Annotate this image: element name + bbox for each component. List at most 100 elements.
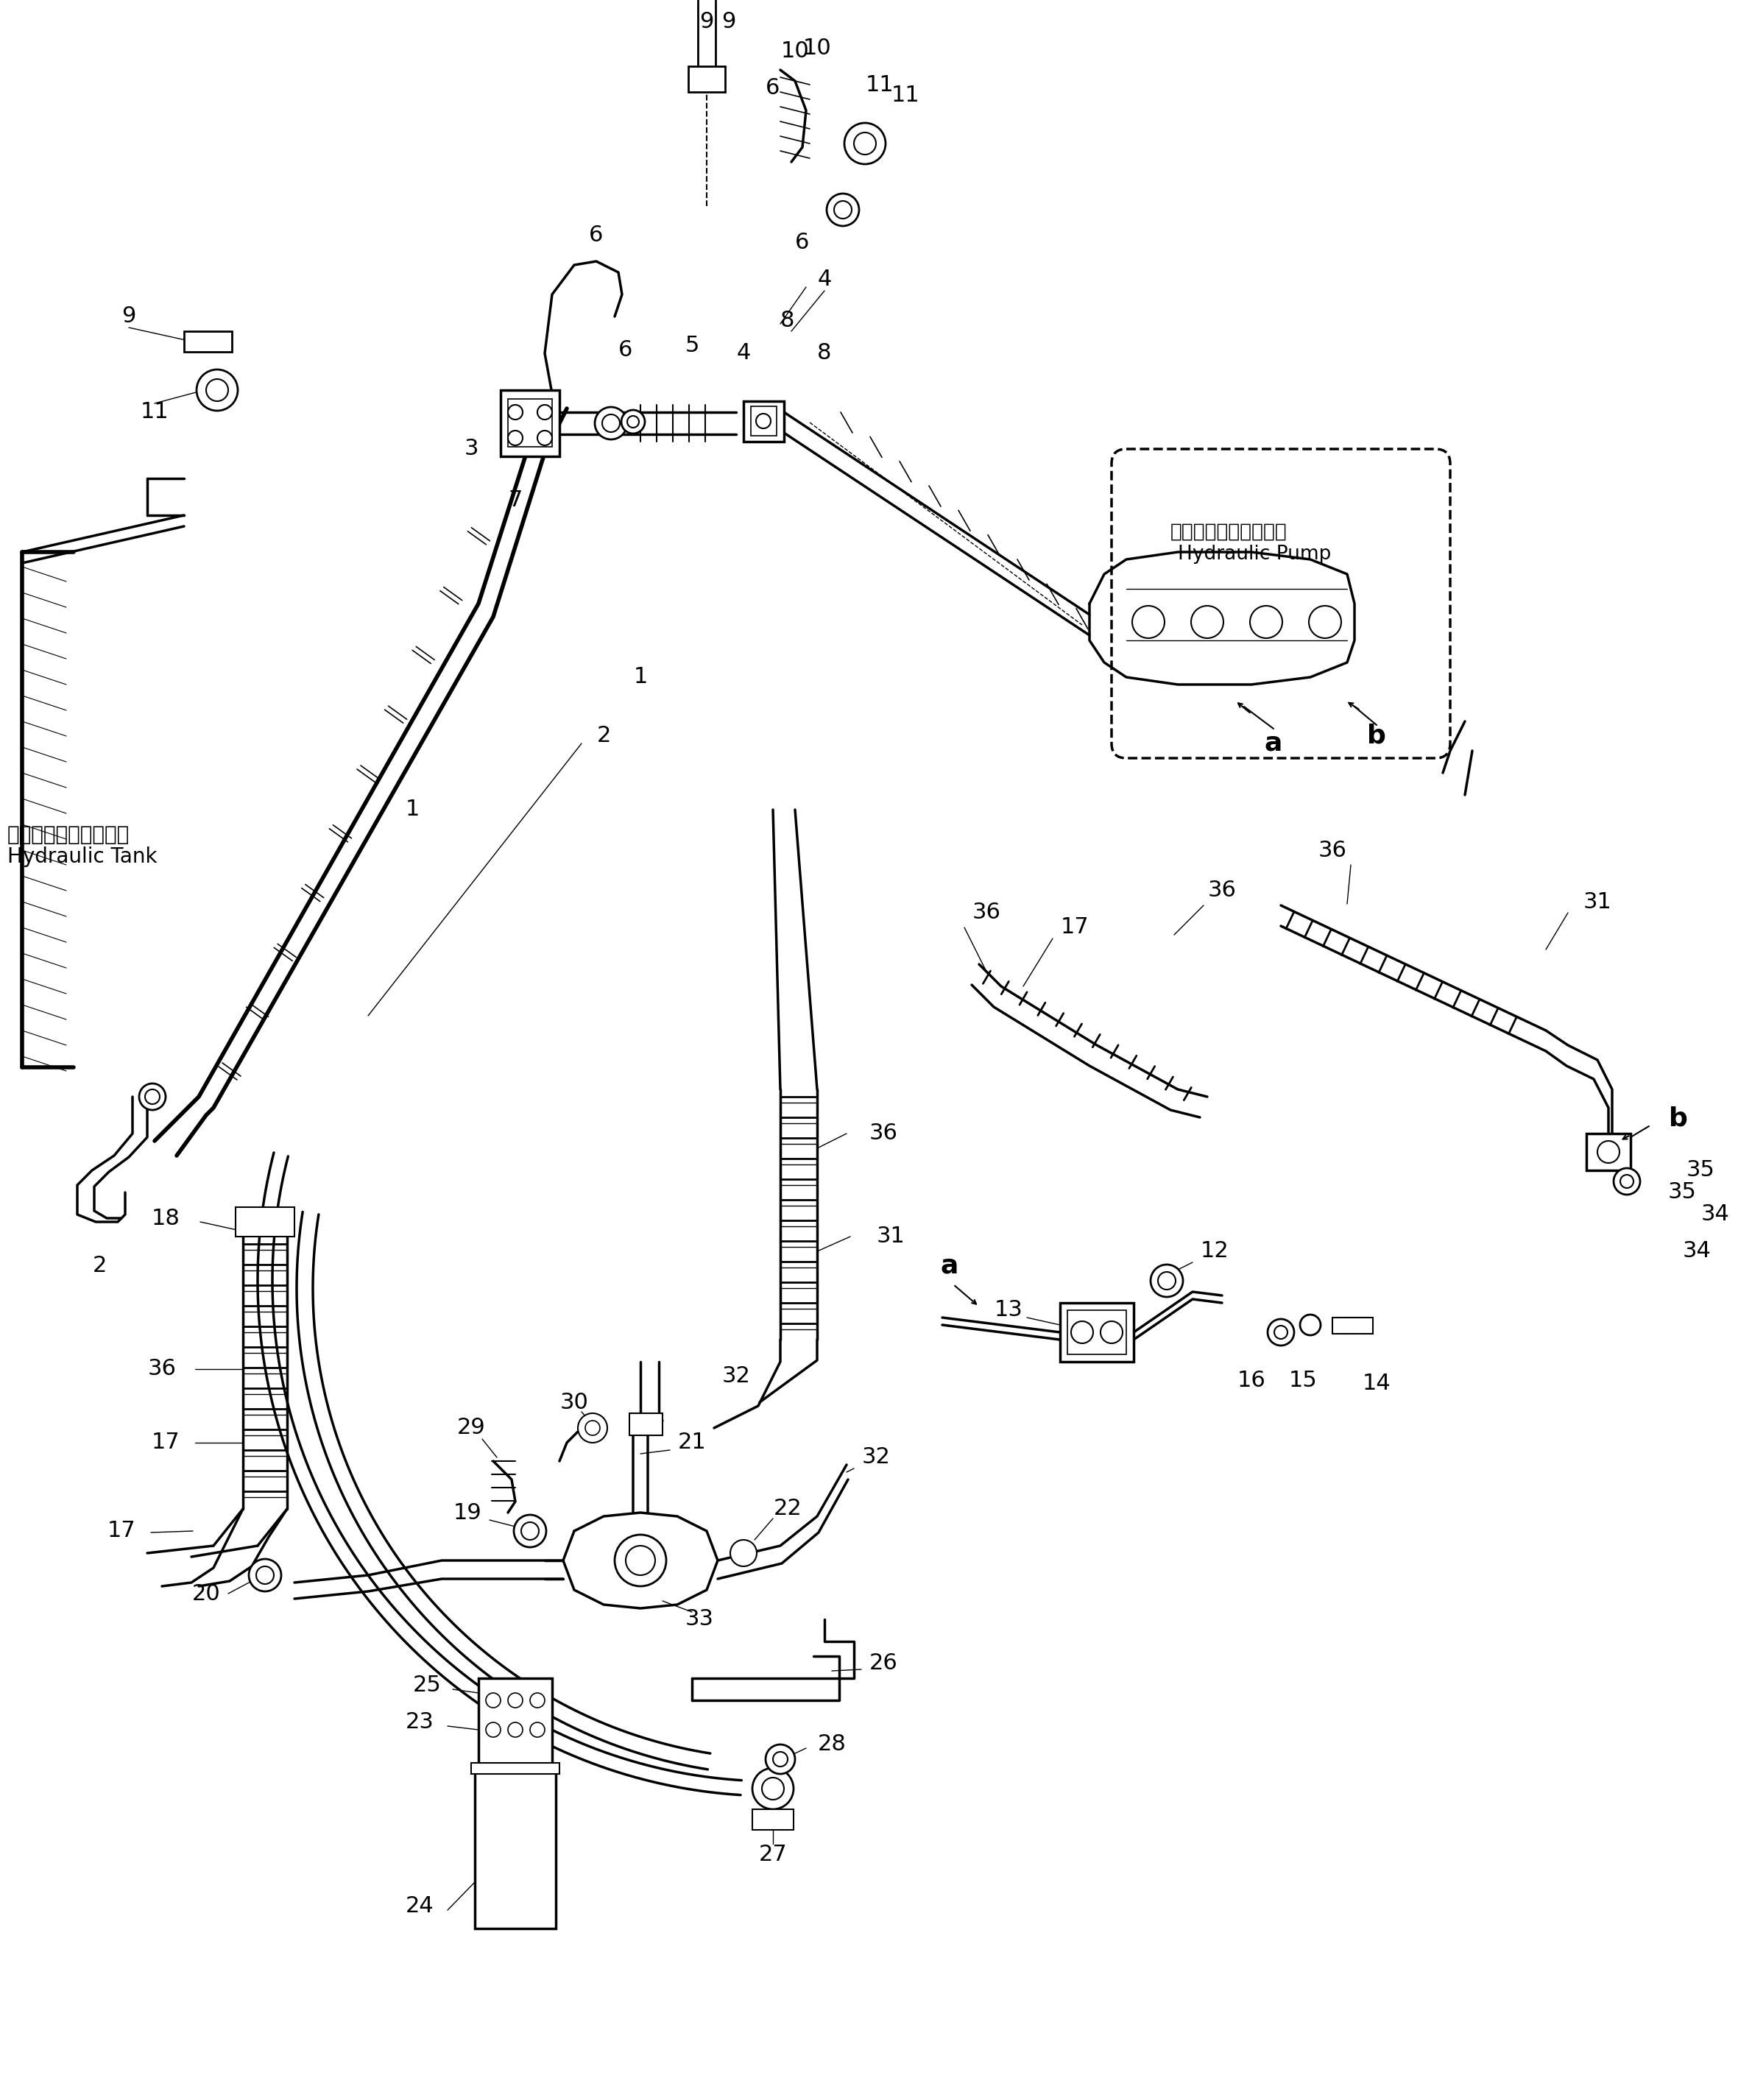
Text: Hydraulic Tank: Hydraulic Tank [7,846,158,867]
Circle shape [585,1420,599,1434]
Bar [501,391,559,456]
Circle shape [1158,1273,1176,1289]
Circle shape [531,1722,545,1737]
Text: 33: 33 [685,1609,713,1630]
Text: 17: 17 [1060,918,1090,939]
Text: 11: 11 [892,84,920,107]
Text: 11: 11 [140,401,168,422]
Text: ハイドロリックポンプ: ハイドロリックポンプ [1170,523,1288,542]
Circle shape [1100,1321,1123,1344]
Circle shape [1151,1264,1183,1298]
Text: 6: 6 [795,233,809,254]
Circle shape [138,1084,166,1111]
Text: 23: 23 [405,1711,434,1732]
Circle shape [603,414,620,433]
Text: 17: 17 [151,1432,180,1453]
Circle shape [752,1768,794,1810]
Text: 36: 36 [972,903,1000,924]
Text: 11: 11 [865,74,894,94]
Text: 34: 34 [1682,1241,1712,1262]
Bar [235,1208,294,1237]
Text: 17: 17 [107,1520,135,1541]
Text: 24: 24 [405,1896,434,1917]
Text: b: b [1367,724,1386,748]
Text: 13: 13 [993,1300,1023,1321]
Circle shape [834,202,851,218]
Circle shape [1191,605,1223,638]
Circle shape [594,407,627,439]
Text: 26: 26 [869,1653,897,1674]
Circle shape [627,416,639,428]
Text: 32: 32 [862,1447,890,1468]
Circle shape [508,1693,522,1707]
Text: 25: 25 [413,1676,442,1697]
Text: 8: 8 [780,309,795,332]
Text: 4: 4 [818,269,832,290]
Text: 5: 5 [685,336,699,357]
Circle shape [1249,605,1282,638]
Bar [478,1678,552,1766]
Circle shape [1598,1140,1619,1163]
Bar [752,405,776,437]
Text: 2: 2 [596,724,611,748]
FancyBboxPatch shape [1111,449,1451,758]
Circle shape [827,193,858,227]
Text: 21: 21 [678,1432,706,1453]
Circle shape [145,1090,159,1105]
Circle shape [1070,1321,1093,1344]
Bar [184,332,231,353]
Bar [1060,1302,1134,1361]
Text: ハイドロリックタンク: ハイドロリックタンク [7,825,130,844]
Bar [1067,1310,1127,1354]
Text: 19: 19 [454,1502,482,1522]
Circle shape [766,1745,795,1774]
Circle shape [762,1777,783,1800]
Text: Hydraulic Pump: Hydraulic Pump [1177,544,1332,563]
Text: 36: 36 [1207,880,1237,901]
Text: 35: 35 [1668,1182,1696,1203]
Circle shape [531,1693,545,1707]
Circle shape [520,1522,540,1539]
Text: 6: 6 [589,225,603,246]
Text: 1: 1 [632,666,648,689]
Text: 36: 36 [1318,840,1347,861]
Text: 29: 29 [457,1418,485,1438]
Text: 2: 2 [93,1256,107,1277]
Text: 30: 30 [561,1392,589,1413]
Circle shape [485,1693,501,1707]
Circle shape [578,1413,608,1443]
Circle shape [1132,605,1165,638]
Circle shape [256,1567,273,1583]
Text: 32: 32 [722,1365,750,1388]
Text: 9: 9 [699,10,713,34]
Circle shape [1621,1174,1633,1189]
Circle shape [538,430,552,445]
Text: 35: 35 [1685,1159,1715,1180]
Text: 6: 6 [766,78,780,99]
Text: 3: 3 [464,439,478,460]
Text: 34: 34 [1701,1203,1729,1224]
Text: b: b [1670,1107,1687,1132]
Text: a: a [1265,731,1282,756]
Text: 1: 1 [405,798,419,821]
Text: 14: 14 [1363,1373,1391,1394]
Text: 8: 8 [816,342,832,363]
Bar [508,399,552,447]
Circle shape [485,1722,501,1737]
Circle shape [853,132,876,155]
Circle shape [1268,1319,1295,1346]
Text: 9: 9 [121,307,137,328]
Text: 6: 6 [618,338,632,361]
Text: 4: 4 [736,342,750,363]
Text: 36: 36 [147,1359,177,1380]
Bar [475,1766,555,1928]
Text: 27: 27 [759,1844,787,1865]
Text: 9: 9 [722,10,736,34]
Text: 31: 31 [876,1226,906,1247]
Text: 28: 28 [818,1735,846,1756]
Circle shape [731,1539,757,1567]
Text: 36: 36 [869,1124,897,1144]
Text: a: a [941,1254,958,1279]
Circle shape [615,1535,666,1586]
Bar [689,67,725,92]
